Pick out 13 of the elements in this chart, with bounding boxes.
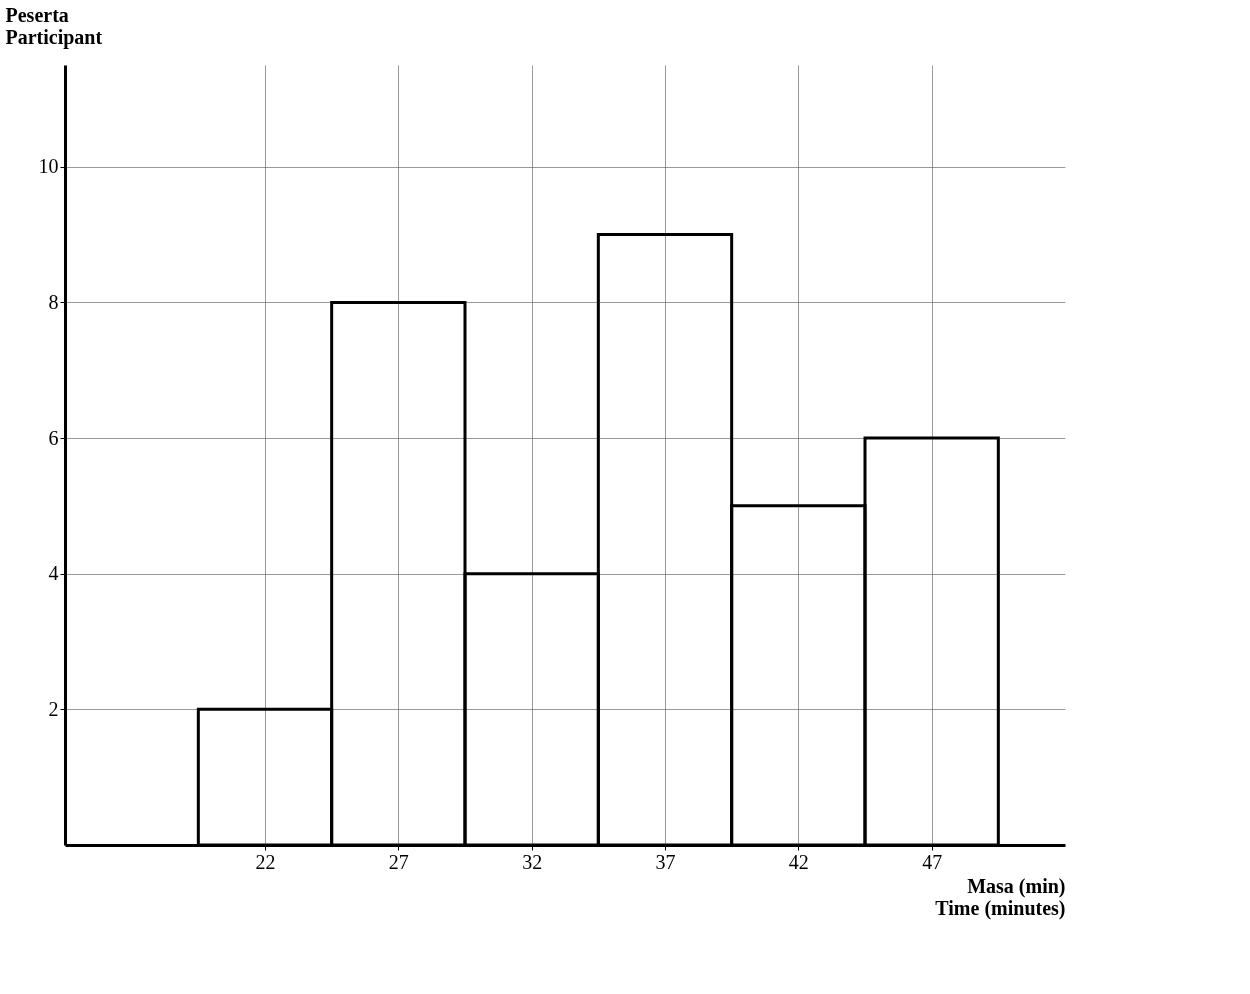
y-tick-label: 2 <box>48 697 59 720</box>
x-tick-label: 42 <box>788 850 809 873</box>
x-tick-label: 47 <box>922 850 943 873</box>
x-tick-label: 37 <box>655 850 676 873</box>
y-tick-label: 6 <box>48 426 59 449</box>
x-axis-title: Masa (min) Time (minutes) <box>935 874 1066 920</box>
x-tick-label: 22 <box>255 850 276 873</box>
y-axis-title: Peserta Participant <box>5 3 103 49</box>
x-tick-label: 27 <box>388 850 409 873</box>
y-tick-label: 8 <box>48 290 59 313</box>
y-tick-label: 10 <box>38 155 59 178</box>
x-tick-label: 32 <box>522 850 543 873</box>
y-tick-label: 4 <box>48 562 59 585</box>
